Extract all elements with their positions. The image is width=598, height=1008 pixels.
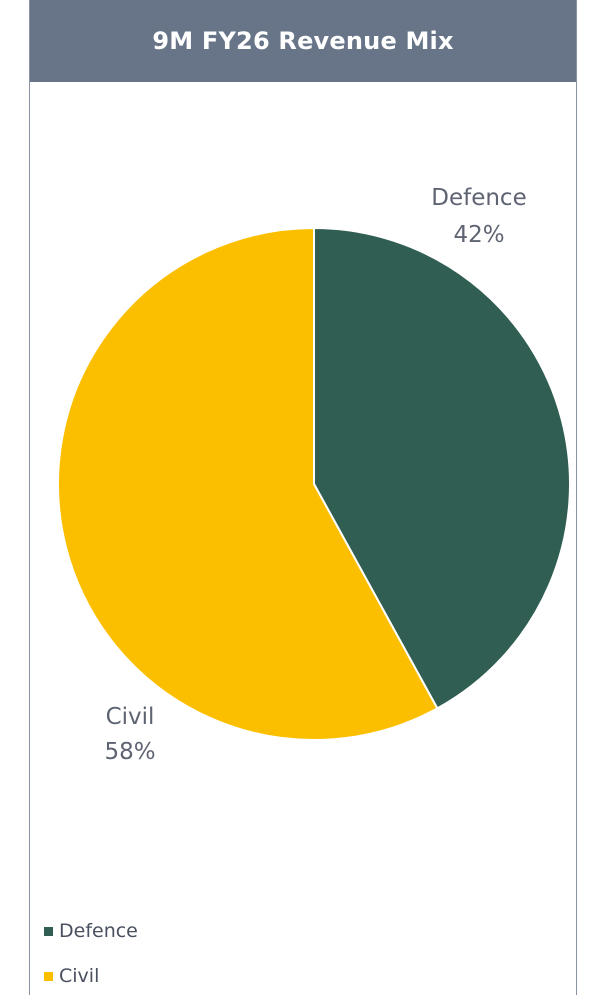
legend-item-defence: Defence — [44, 918, 138, 944]
legend-label: Defence — [59, 920, 138, 942]
data-label-value: 42% — [453, 222, 504, 248]
data-label-defence: Defence 42% — [431, 185, 526, 248]
chart-title-bar: 9M FY26 Revenue Mix — [30, 0, 576, 82]
legend-label: Civil — [59, 965, 100, 987]
chart-title: 9M FY26 Revenue Mix — [152, 27, 454, 55]
legend-item-civil: Civil — [44, 963, 138, 989]
pie-slice-civil — [57, 226, 439, 741]
pie-slice-defence — [313, 226, 571, 710]
chart-panel: 9M FY26 Revenue Mix Defence 42% Civil 58% D… — [29, 0, 577, 995]
legend-swatch — [44, 926, 53, 936]
data-label-value: 58% — [104, 739, 155, 765]
chart-legend: Defence Civil — [44, 918, 138, 1008]
data-label-name: Defence — [431, 185, 526, 211]
data-label-name: Civil — [106, 704, 155, 730]
pie-chart: Defence 42% Civil 58% — [57, 185, 571, 765]
data-label-civil: Civil 58% — [104, 704, 155, 765]
legend-swatch — [44, 971, 53, 981]
